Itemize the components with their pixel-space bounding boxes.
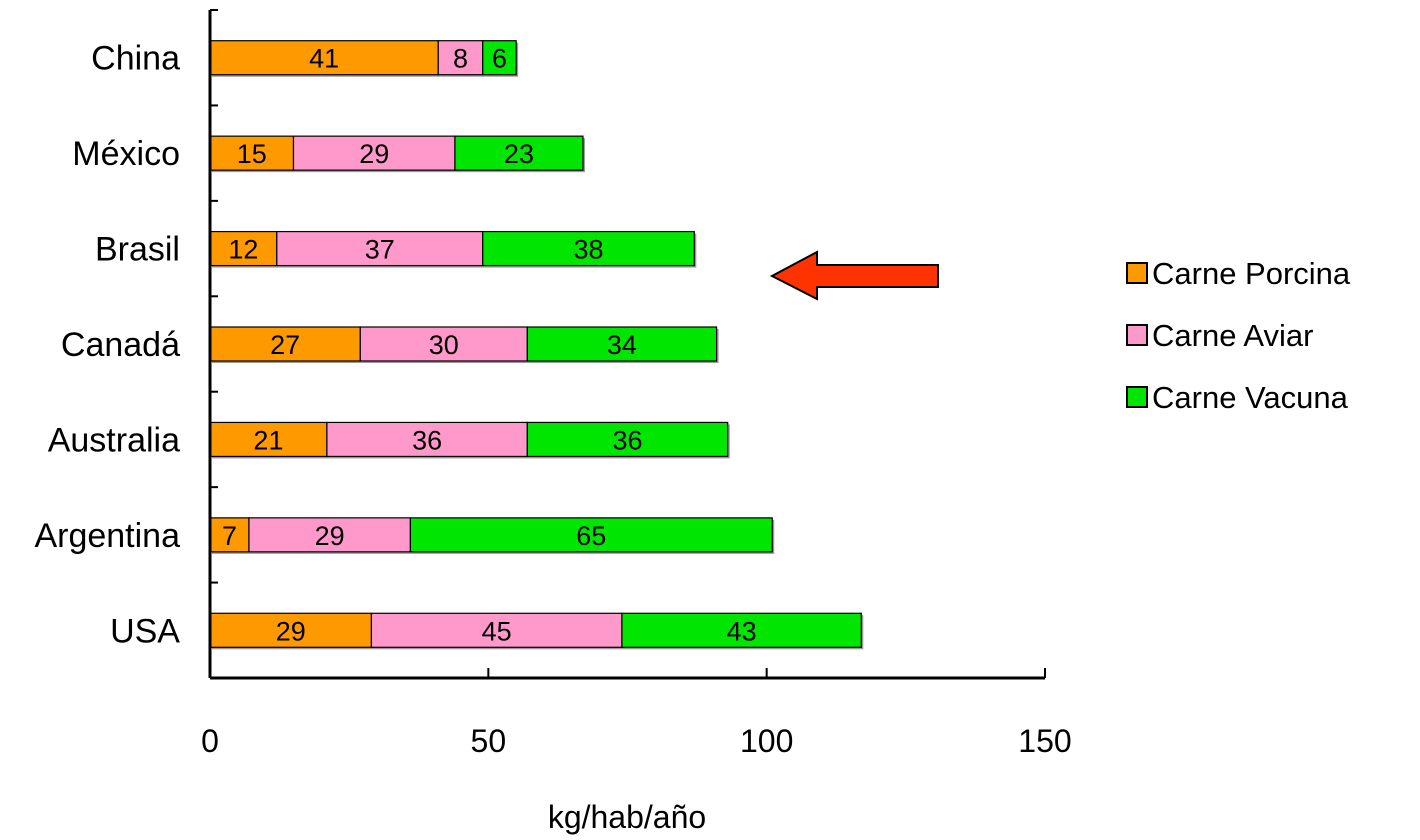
data-label-canada-carne-porcina: 27 — [270, 330, 300, 360]
data-label-australia-carne-porcina: 21 — [253, 425, 283, 455]
y-label-canada: Canadá — [61, 326, 180, 364]
bars: 41 8 6 15 29 23 12 37 38 27 30 34 21 36 36 7 29 65 29 45 43 — [209, 40, 864, 650]
data-label-mexico-carne-porcina: 15 — [237, 139, 267, 169]
bar-mexico-carne-porcina — [209, 135, 295, 171]
legend-label-carne-porcina: Carne Porcina — [1152, 256, 1351, 291]
bar-argentina-carne-vacuna — [409, 517, 773, 553]
y-label-china: China — [91, 40, 180, 78]
bar-canada-carne-vacuna — [526, 326, 718, 362]
data-label-brasil-carne-vacuna: 38 — [574, 235, 604, 265]
x-tick-label-150: 150 — [1018, 723, 1071, 759]
data-label-usa-carne-porcina: 29 — [276, 616, 306, 646]
x-tick-label-0: 0 — [201, 723, 219, 759]
bar-mexico-carne-aviar — [292, 135, 456, 171]
legend: Carne Porcina Carne Aviar Carne Vacuna — [1126, 256, 1351, 415]
bar-argentina-carne-aviar — [248, 517, 411, 553]
y-label-usa: USA — [110, 612, 180, 650]
x-tick-label-100: 100 — [740, 723, 793, 759]
bar-australia-carne-porcina — [209, 421, 328, 458]
data-label-argentina-carne-porcina: 7 — [222, 521, 237, 551]
legend-label-carne-aviar: Carne Aviar — [1152, 318, 1313, 353]
axes — [208, 9, 1046, 680]
data-label-usa-carne-aviar: 45 — [482, 616, 512, 646]
data-label-china-carne-vacuna: 6 — [492, 44, 507, 74]
data-label-brasil-carne-porcina: 12 — [228, 235, 258, 265]
y-label-brasil: Brasil — [95, 231, 180, 269]
data-label-australia-carne-vacuna: 36 — [612, 425, 642, 455]
y-axis-labels: China México Brasil Canadá Australia Argentin… — [34, 40, 180, 651]
bar-usa-carne-aviar — [370, 612, 623, 648]
annotation-arrow — [769, 250, 939, 301]
bar-usa-carne-vacuna — [621, 612, 862, 648]
x-axis-tick-labels: 0 50 100 150 — [201, 723, 1072, 759]
x-tick-label-50: 50 — [471, 723, 507, 759]
legend-swatch-carne-vacuna — [1126, 386, 1148, 408]
data-label-canada-carne-vacuna: 34 — [607, 330, 637, 360]
bar-argentina-carne-porcina — [209, 517, 250, 553]
data-label-canada-carne-aviar: 30 — [429, 330, 459, 360]
data-label-brasil-carne-aviar: 37 — [365, 235, 395, 265]
bar-china-carne-porcina — [209, 40, 439, 76]
y-label-australia: Australia — [48, 421, 180, 459]
data-label-mexico-carne-aviar: 29 — [359, 139, 389, 169]
bar-brasil-carne-aviar — [276, 230, 484, 267]
bar-australia-carne-aviar — [326, 421, 528, 458]
bar-australia-carne-vacuna — [526, 421, 729, 458]
data-label-china-carne-porcina: 41 — [309, 44, 339, 74]
bar-canada-carne-aviar — [359, 326, 528, 362]
data-label-mexico-carne-vacuna: 23 — [504, 139, 534, 169]
data-label-argentina-carne-aviar: 29 — [315, 521, 345, 551]
y-label-argentina: Argentina — [34, 517, 180, 555]
legend-swatch-carne-porcina — [1126, 262, 1148, 284]
legend-swatch-carne-aviar — [1126, 324, 1148, 346]
bar-china-carne-vacuna — [482, 40, 517, 76]
data-label-argentina-carne-vacuna: 65 — [576, 521, 606, 551]
data-label-australia-carne-aviar: 36 — [412, 425, 442, 455]
x-axis-title: kg/hab/año — [548, 799, 706, 835]
legend-label-carne-vacuna: Carne Vacuna — [1152, 380, 1349, 415]
y-label-mexico: México — [72, 135, 180, 173]
bar-brasil-carne-vacuna — [482, 230, 695, 267]
data-label-usa-carne-vacuna: 43 — [727, 616, 757, 646]
bar-mexico-carne-vacuna — [454, 135, 584, 171]
data-label-china-carne-aviar: 8 — [453, 44, 468, 74]
